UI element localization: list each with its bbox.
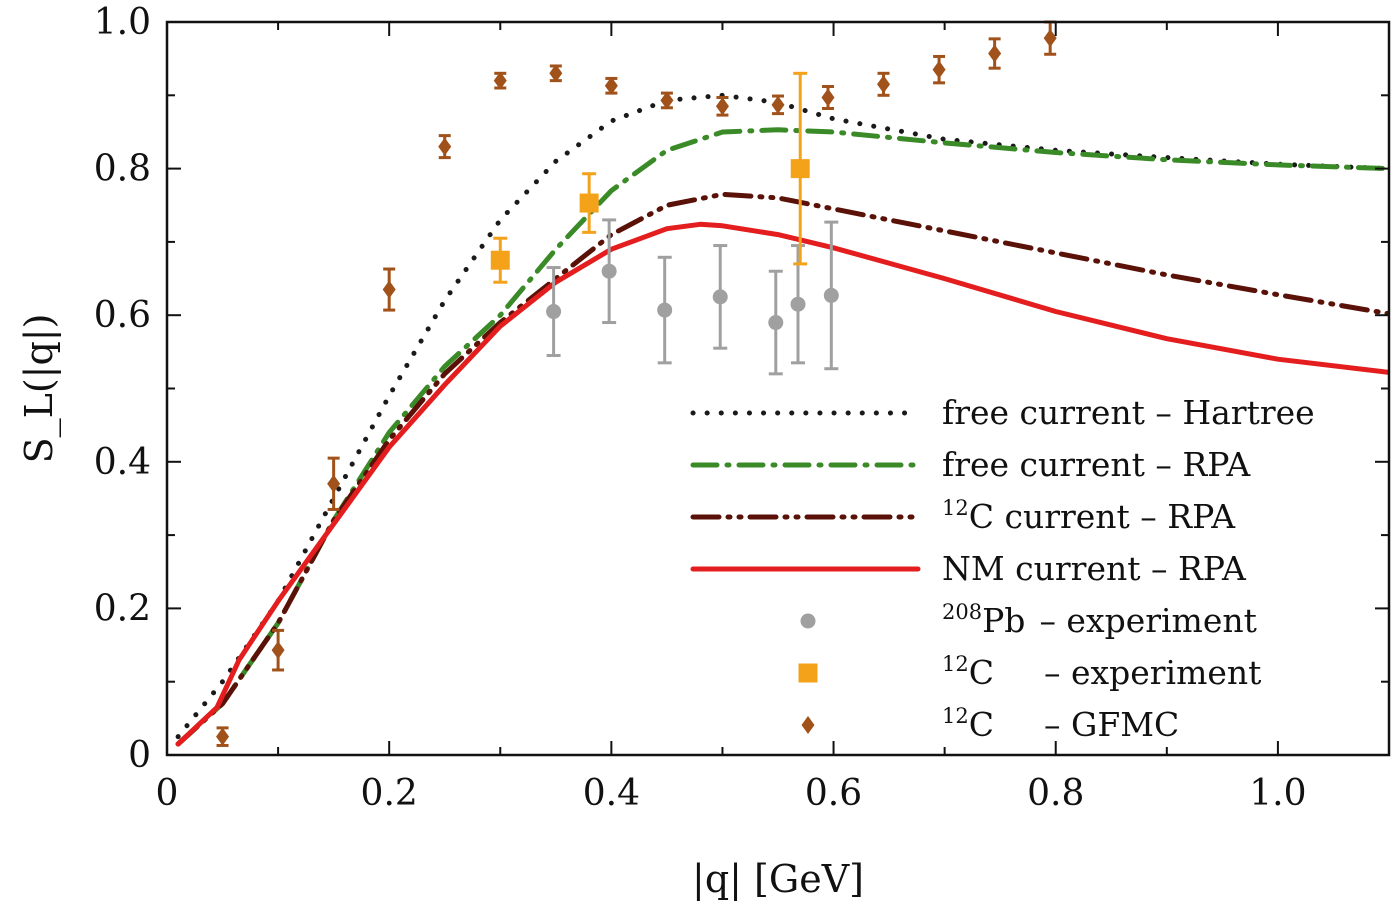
data-point-circle — [823, 287, 839, 303]
x-tick-label: 0.2 — [361, 773, 418, 814]
series-line-4 — [175, 221, 1389, 747]
legend-label-1: free current – Hartree — [942, 393, 1315, 432]
data-point-square — [490, 250, 510, 270]
data-point-diamond — [493, 71, 507, 90]
x-tick-label: 0.4 — [583, 773, 640, 814]
x-tick-label: 0.6 — [805, 773, 862, 814]
y-tick-label: 0.4 — [94, 442, 151, 483]
legend-text-part: – experiment — [1039, 601, 1256, 640]
y-tick-label: 0.2 — [94, 588, 151, 629]
data-point-circle — [601, 263, 617, 279]
legend-text-part: C — [969, 653, 994, 692]
legend-text-part: – experiment — [1044, 653, 1261, 692]
legend-marker-square — [798, 663, 818, 683]
data-point-diamond — [660, 91, 674, 110]
data-point-circle — [657, 302, 673, 318]
legend-marker-label-2: 12C – experiment — [942, 652, 1261, 692]
data-point-diamond — [271, 641, 285, 660]
data-point-diamond — [216, 727, 230, 746]
y-tick-label: 0 — [128, 735, 151, 776]
legend-marker-diamond — [801, 716, 815, 734]
x-axis-title: |q| [GeV] — [692, 857, 864, 901]
legend-text-part: 12 — [942, 704, 969, 728]
data-point-circle — [546, 304, 562, 320]
data-point-diamond — [877, 75, 891, 94]
legend-marker-label-3: 12C – GFMC — [942, 704, 1179, 744]
series-line-2 — [175, 127, 1389, 747]
x-tick-label: 0.8 — [1027, 773, 1084, 814]
series-group — [175, 92, 1389, 747]
x-tick-label: 0 — [156, 773, 179, 814]
data-point-diamond — [327, 474, 341, 493]
legend-text-part: 12 — [942, 652, 969, 676]
legend-text-part: 12 — [942, 496, 969, 520]
legend-text-part: NM current – RPA — [942, 549, 1247, 588]
data-point-square — [579, 193, 599, 213]
data-point-circle — [712, 289, 728, 305]
data-point-diamond — [932, 60, 946, 79]
data-point-diamond — [549, 64, 563, 83]
data-point-diamond — [715, 97, 729, 116]
axes: 0 0.2 0.4 0.6 0.8 1.0 0 0.2 0.4 0.6 0.8 1.0 |q| [GeV… — [17, 2, 1391, 901]
legend-text-part: C — [969, 497, 994, 536]
legend-text-part: Pb — [982, 601, 1025, 640]
legend-marker-label-1: 208Pb – experiment — [942, 600, 1257, 640]
legend-text-part: free current – Hartree — [942, 393, 1315, 432]
legend-text-part: 208 — [942, 600, 982, 624]
legend-text-part: free current – RPA — [942, 445, 1251, 484]
data-point-square — [790, 159, 810, 179]
legend-label-4: NM current – RPA — [942, 549, 1247, 588]
y-tick-label: 0.6 — [94, 295, 151, 336]
data-point-diamond — [604, 76, 618, 95]
legend-text-part: C — [969, 705, 994, 744]
legend-label-3: 12C current – RPA — [942, 496, 1236, 536]
legend-text-part: – GFMC — [1044, 705, 1179, 744]
legend-label-2: free current – RPA — [942, 445, 1251, 484]
data-point-diamond — [438, 137, 452, 156]
data-point-diamond — [771, 95, 785, 114]
data-point-diamond — [382, 280, 396, 299]
legend: free current – Hartree free current – RPA… — [690, 393, 1315, 744]
y-tick-label: 1.0 — [94, 2, 151, 43]
data-point-circle — [768, 315, 784, 331]
data-point-diamond — [821, 88, 835, 107]
legend-text-part: current – RPA — [994, 497, 1236, 536]
data-point-diamond — [1043, 29, 1057, 48]
x-tick-label: 1.0 — [1249, 773, 1306, 814]
data-point-circle — [790, 296, 806, 312]
data-point-diamond — [988, 44, 1002, 63]
series-line-1 — [175, 92, 1389, 740]
y-tick-label: 0.8 — [94, 149, 151, 190]
legend-marker-circle — [800, 613, 816, 629]
y-axis-title: S_L(|q|) — [17, 314, 62, 464]
markers-group — [216, 20, 1057, 747]
